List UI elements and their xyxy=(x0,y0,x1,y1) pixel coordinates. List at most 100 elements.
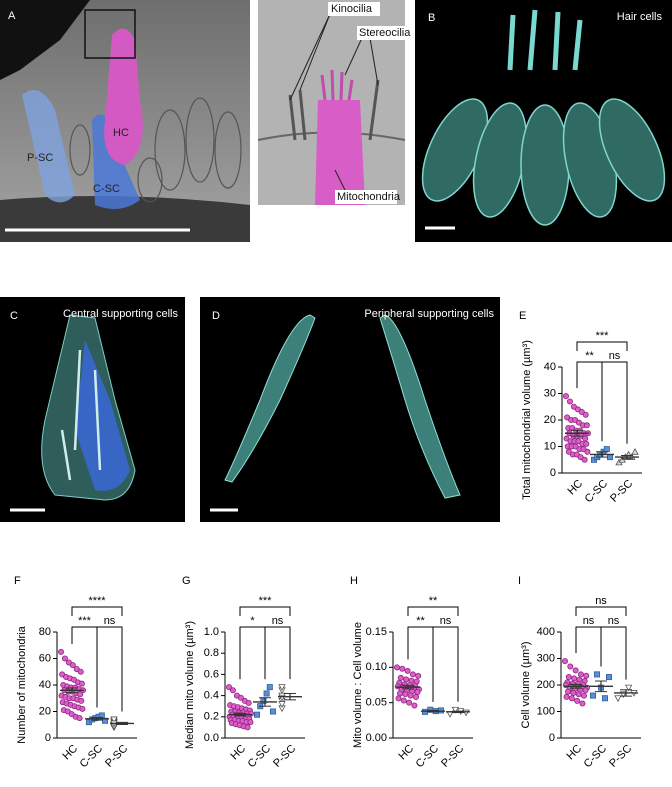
data-point xyxy=(624,684,633,692)
data-point xyxy=(225,684,232,691)
y-tick-label: 0 xyxy=(549,732,555,744)
y-tick-label: 80 xyxy=(39,626,51,638)
data-point xyxy=(602,695,609,702)
panel-label: F xyxy=(14,575,21,587)
data-point xyxy=(566,398,573,405)
data-point xyxy=(451,706,460,714)
annotation: Kinocilia xyxy=(331,3,373,15)
y-tick-label: 0 xyxy=(45,732,51,744)
y-tick-label: 200 xyxy=(537,679,555,691)
y-tick-label: 0.0 xyxy=(204,732,219,744)
panel-d-image: D Peripheral supporting cells xyxy=(200,297,500,522)
data-point xyxy=(400,697,407,704)
data-point xyxy=(437,707,444,714)
panel-label: H xyxy=(350,575,358,587)
data-point xyxy=(614,695,622,703)
y-tick-label: 20 xyxy=(544,414,556,426)
data-point xyxy=(563,693,570,700)
x-tick-label: HC xyxy=(228,743,248,763)
data-point xyxy=(247,719,254,726)
x-tick-label: C-SC xyxy=(246,743,274,771)
panel-title: Hair cells xyxy=(617,11,663,23)
data-point xyxy=(582,687,589,694)
data-point xyxy=(69,662,76,669)
significance-label: ns xyxy=(440,615,452,627)
x-tick-label: C-SC xyxy=(414,743,442,771)
panel-b-image: B Hair cells xyxy=(415,0,672,242)
data-point xyxy=(77,668,84,675)
data-point xyxy=(577,671,584,678)
data-point xyxy=(563,393,570,400)
y-tick-label: 30 xyxy=(544,387,556,399)
data-point xyxy=(574,697,581,704)
y-tick-label: 0.00 xyxy=(366,732,387,744)
x-tick-label: P-SC xyxy=(607,743,634,770)
annotation: Mitochondria xyxy=(337,191,401,203)
significance-label: ns xyxy=(583,615,595,627)
data-point xyxy=(406,699,413,706)
y-tick-label: 100 xyxy=(537,705,555,717)
data-point xyxy=(76,715,83,722)
data-point xyxy=(98,712,105,719)
data-point xyxy=(570,689,577,696)
x-tick-label: P-SC xyxy=(271,743,298,770)
significance-bracket xyxy=(432,626,459,702)
data-point xyxy=(78,680,85,687)
data-point xyxy=(260,697,267,704)
data-point xyxy=(409,671,416,678)
significance-label: ** xyxy=(585,350,594,362)
data-point xyxy=(411,702,418,709)
significance-bracket xyxy=(264,626,291,680)
data-point xyxy=(253,711,260,718)
y-tick-label: 400 xyxy=(537,626,555,638)
significance-label: ns xyxy=(272,615,284,627)
y-axis-label: Number of mitochondria xyxy=(16,625,28,743)
panel-label: B xyxy=(428,12,435,24)
data-point xyxy=(403,676,410,683)
significance-bracket xyxy=(601,361,628,444)
data-point xyxy=(562,658,569,665)
annotation: Stereocilia xyxy=(359,27,411,39)
x-tick-label: HC xyxy=(60,743,80,763)
significance-label: ns xyxy=(609,350,621,362)
data-point xyxy=(568,695,575,702)
data-point xyxy=(421,708,428,715)
panel-title: Peripheral supporting cells xyxy=(364,308,494,320)
data-point xyxy=(571,675,578,682)
data-point xyxy=(266,684,273,691)
data-point xyxy=(607,454,614,461)
panel-label: D xyxy=(212,310,220,322)
panel-label: C xyxy=(10,310,18,322)
significance-label: *** xyxy=(596,330,610,342)
significance-label: ns xyxy=(608,615,620,627)
data-point xyxy=(404,667,411,674)
y-tick-label: 0.4 xyxy=(204,690,219,702)
x-tick-label: HC xyxy=(396,743,416,763)
data-point xyxy=(237,694,244,701)
annotation: C-SC xyxy=(93,183,120,195)
data-point xyxy=(245,700,252,707)
y-axis-label: Mito volume : Cell volume xyxy=(352,622,364,748)
significance-label: ** xyxy=(416,615,425,627)
data-point xyxy=(402,691,409,698)
data-point xyxy=(61,655,68,662)
y-tick-label: 0.8 xyxy=(204,647,219,659)
x-tick-label: P-SC xyxy=(103,743,130,770)
data-point xyxy=(397,674,404,681)
significance-label: ns xyxy=(595,595,607,607)
data-point xyxy=(582,435,589,442)
data-point xyxy=(579,700,586,707)
y-tick-label: 0.15 xyxy=(366,626,387,638)
x-tick-label: C-SC xyxy=(78,743,106,771)
y-tick-label: 60 xyxy=(39,652,51,664)
significance-bracket xyxy=(96,626,123,712)
significance-label: **** xyxy=(88,595,106,607)
significance-bracket xyxy=(407,606,459,616)
data-point xyxy=(414,689,421,696)
data-point xyxy=(77,691,84,698)
y-axis-label: Total mitochondrial volume (µm³) xyxy=(521,340,533,500)
x-tick-label: C-SC xyxy=(583,478,611,506)
x-tick-label: HC xyxy=(565,478,585,498)
panel-label: E xyxy=(519,310,526,322)
